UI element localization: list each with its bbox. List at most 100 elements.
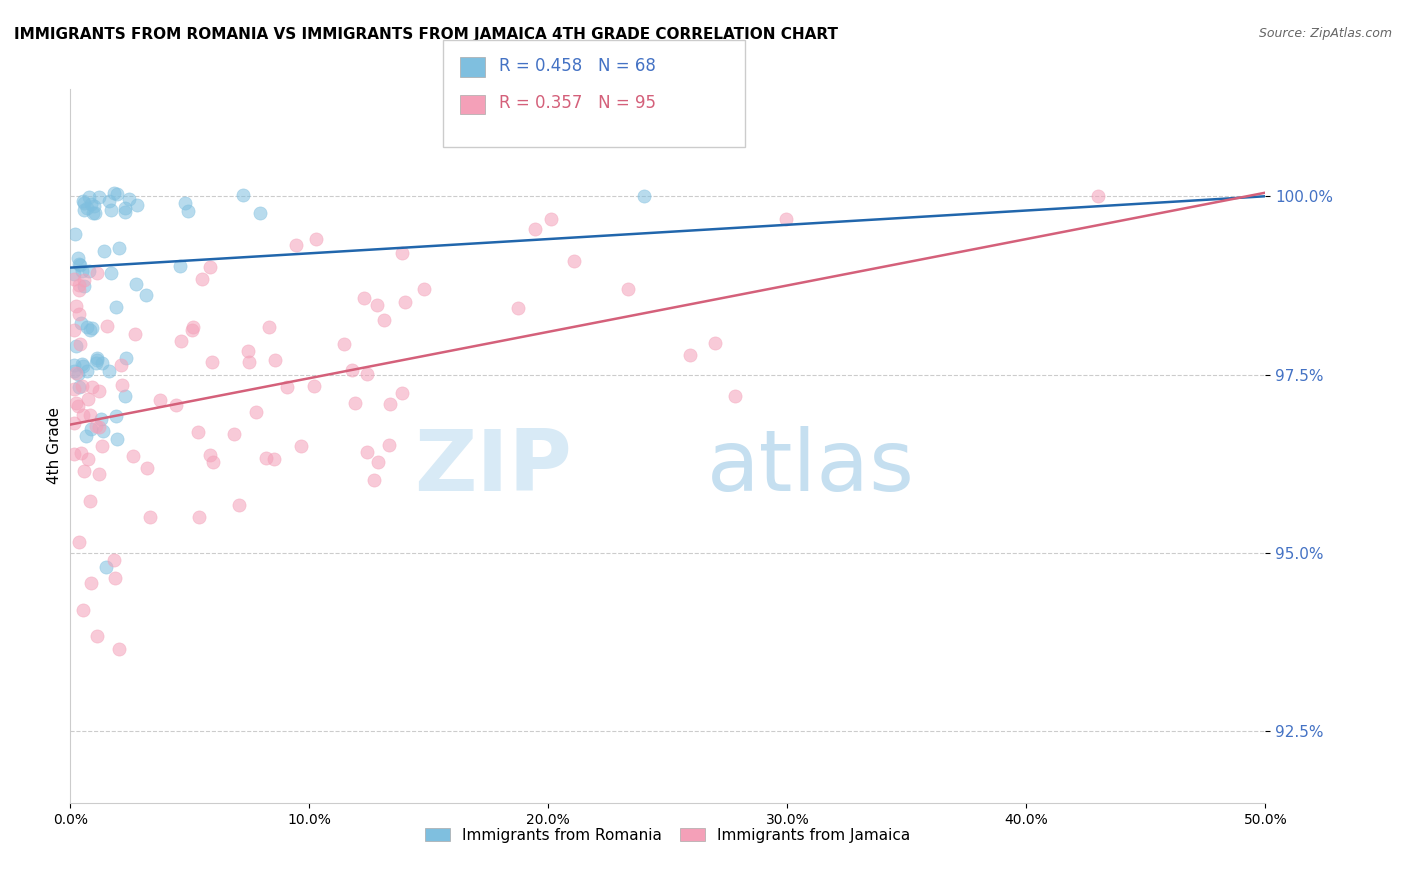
Point	[332, 337, 354, 351]
Point	[103, 553, 125, 567]
Point	[704, 336, 727, 351]
Point	[76, 201, 98, 215]
Point	[562, 254, 585, 268]
Point	[165, 399, 187, 413]
Point	[412, 282, 434, 296]
Point	[63, 267, 86, 281]
Point	[90, 356, 112, 370]
Point	[89, 467, 111, 481]
Point	[79, 323, 101, 337]
Point	[100, 266, 122, 280]
Point	[245, 405, 267, 419]
Point	[110, 377, 132, 392]
Point	[633, 189, 655, 203]
Point	[72, 409, 94, 423]
Point	[96, 560, 118, 574]
Point	[124, 327, 146, 342]
Point	[232, 187, 254, 202]
Point	[83, 199, 105, 213]
Point	[67, 307, 90, 321]
Text: atlas: atlas	[707, 425, 915, 509]
Point	[63, 323, 86, 337]
Point	[198, 448, 221, 462]
Point	[65, 366, 87, 380]
Point	[177, 204, 200, 219]
Point	[76, 392, 98, 406]
Text: R = 0.458   N = 68: R = 0.458 N = 68	[499, 57, 657, 75]
Point	[73, 278, 96, 293]
Point	[187, 425, 209, 439]
Text: IMMIGRANTS FROM ROMANIA VS IMMIGRANTS FROM JAMAICA 4TH GRADE CORRELATION CHART: IMMIGRANTS FROM ROMANIA VS IMMIGRANTS FR…	[14, 27, 838, 42]
Point	[202, 455, 225, 469]
Point	[72, 603, 94, 617]
Point	[263, 451, 285, 466]
Point	[66, 252, 89, 266]
Point	[118, 193, 141, 207]
Point	[125, 277, 148, 291]
Point	[86, 352, 108, 367]
Point	[67, 257, 90, 271]
Point	[238, 354, 260, 368]
Point	[65, 339, 87, 353]
Point	[257, 320, 280, 334]
Point	[98, 364, 121, 378]
Point	[264, 353, 287, 368]
Point	[76, 320, 98, 334]
Point	[125, 197, 148, 211]
Point	[93, 244, 115, 259]
Point	[63, 227, 86, 241]
Point	[87, 384, 110, 399]
Point	[79, 493, 101, 508]
Point	[108, 241, 131, 255]
Point	[114, 351, 136, 365]
Point	[139, 510, 162, 524]
Point	[86, 629, 108, 643]
Point	[391, 385, 413, 400]
Point	[63, 416, 86, 430]
Point	[114, 205, 136, 219]
Point	[70, 263, 93, 277]
Point	[77, 263, 100, 277]
Point	[228, 498, 250, 512]
Point	[377, 437, 399, 451]
Point	[254, 450, 277, 465]
Point	[67, 535, 90, 549]
Point	[617, 282, 640, 296]
Point	[363, 473, 385, 487]
Point	[100, 203, 122, 218]
Point	[80, 197, 103, 211]
Point	[276, 380, 298, 394]
Point	[66, 399, 89, 413]
Point	[105, 432, 128, 446]
Point	[108, 642, 131, 657]
Text: R = 0.357   N = 95: R = 0.357 N = 95	[499, 95, 657, 112]
Point	[305, 232, 328, 246]
Point	[105, 409, 128, 424]
Point	[394, 294, 416, 309]
Point	[224, 427, 246, 442]
Point	[723, 389, 745, 403]
Point	[103, 186, 125, 201]
Point	[366, 298, 388, 312]
Point	[105, 186, 128, 201]
Point	[169, 259, 191, 273]
Point	[65, 299, 87, 313]
Point	[97, 194, 120, 208]
Point	[72, 379, 94, 393]
Point	[80, 575, 103, 590]
Point	[304, 378, 326, 392]
Point	[391, 245, 413, 260]
Point	[76, 451, 98, 466]
Point	[181, 322, 204, 336]
Point	[70, 357, 93, 371]
Point	[249, 206, 271, 220]
Point	[135, 287, 157, 301]
Point	[75, 429, 97, 443]
Legend: Immigrants from Romania, Immigrants from Jamaica: Immigrants from Romania, Immigrants from…	[419, 822, 917, 848]
Point	[69, 258, 91, 272]
Point	[342, 363, 364, 377]
Point	[80, 422, 103, 436]
Point	[67, 283, 90, 297]
Point	[65, 396, 87, 410]
Point	[63, 364, 86, 378]
